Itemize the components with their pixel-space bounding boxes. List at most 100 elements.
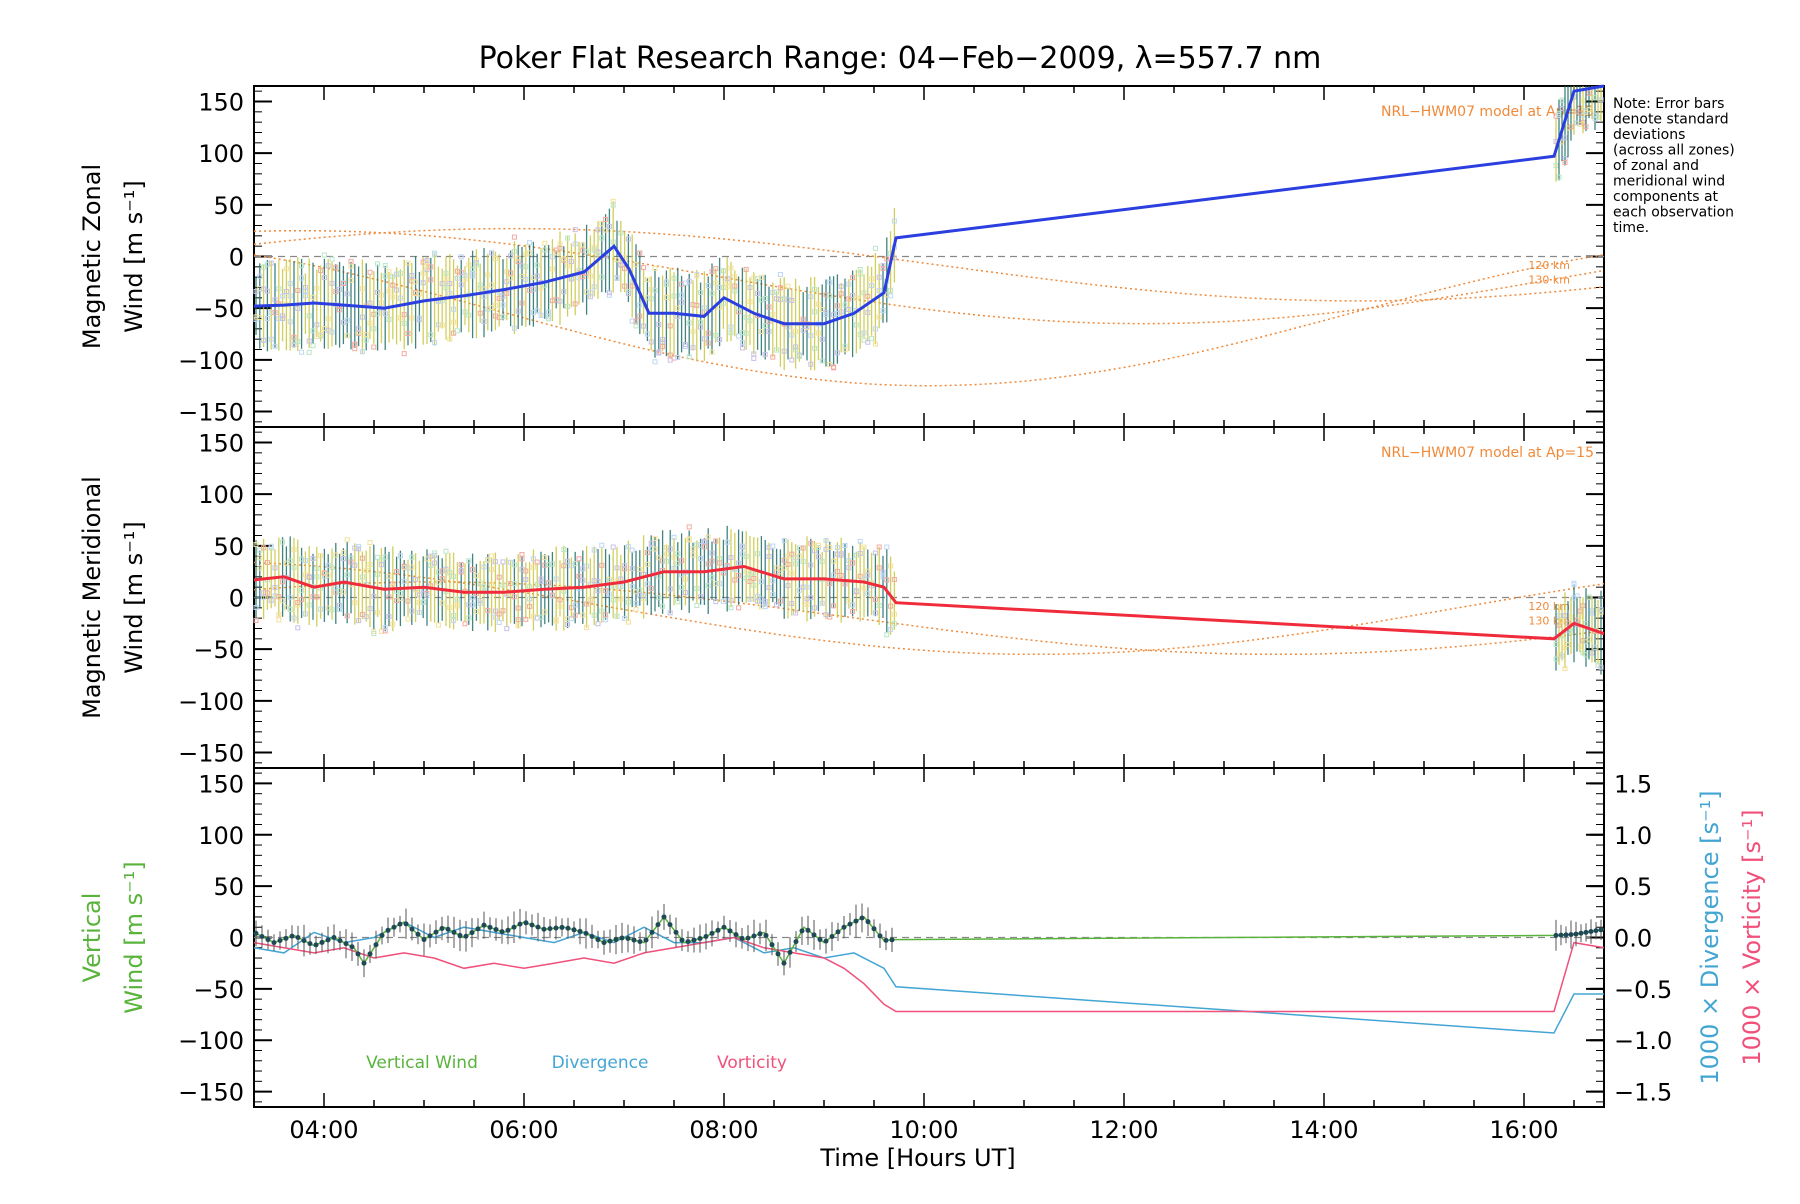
- vertical-point: [667, 922, 673, 928]
- zone-sample: [515, 617, 521, 623]
- zone-sample: [872, 610, 878, 616]
- zone-sample: [633, 318, 639, 324]
- vertical-point: [1578, 930, 1584, 936]
- zone-sample: [599, 235, 605, 241]
- zone-sample: [663, 294, 669, 300]
- zone-sample: [629, 566, 635, 572]
- zone-sample: [435, 622, 441, 628]
- zone-sample: [591, 244, 597, 250]
- right-tick-label: 1.0: [1614, 822, 1652, 850]
- vertical-point: [391, 924, 397, 930]
- vertical-point: [763, 932, 769, 938]
- zone-sample: [272, 585, 278, 591]
- zone-sample: [477, 310, 483, 316]
- zone-sample: [348, 277, 354, 283]
- zone-sample: [280, 579, 286, 585]
- vertical-point: [505, 927, 511, 933]
- zone-sample: [1598, 607, 1604, 613]
- zone-sample: [405, 616, 411, 622]
- y-tick-label: −50: [193, 976, 244, 1004]
- vertical-point: [331, 935, 337, 940]
- zone-sample: [747, 299, 753, 305]
- zone-sample: [546, 580, 552, 586]
- zone-sample: [656, 321, 662, 327]
- zone-sample: [682, 342, 688, 348]
- zone-sample: [603, 612, 609, 618]
- zone-sample: [390, 581, 396, 587]
- zone-sample: [1598, 664, 1604, 670]
- note-line: of zonal and: [1613, 158, 1699, 174]
- zone-sample: [428, 332, 434, 338]
- zone-sample: [891, 611, 897, 617]
- y-tick-label: 100: [198, 140, 244, 168]
- zone-sample: [698, 594, 704, 600]
- zone-sample: [470, 271, 476, 277]
- vertical-point: [271, 940, 277, 946]
- zone-sample: [371, 344, 377, 350]
- zone-sample: [1586, 107, 1592, 113]
- zone-sample: [766, 585, 772, 591]
- zone-sample: [701, 305, 707, 311]
- vertical-point: [817, 937, 823, 943]
- zone-sample: [511, 248, 517, 254]
- zone-sample: [690, 328, 696, 334]
- zone-sample: [458, 254, 464, 260]
- zone-sample: [701, 336, 707, 342]
- zone-sample: [812, 345, 818, 351]
- zone-sample: [709, 349, 715, 355]
- x-tick-label: 12:00: [1089, 1116, 1158, 1144]
- vertical-point: [1553, 932, 1559, 938]
- vertical-point: [847, 921, 853, 927]
- zone-sample: [1562, 159, 1568, 165]
- zone-sample: [268, 543, 274, 549]
- zone-sample: [1556, 613, 1562, 619]
- zone-sample: [409, 608, 415, 614]
- zone-sample: [660, 337, 666, 343]
- vertical-point: [403, 921, 409, 927]
- zone-sample: [808, 562, 814, 568]
- zone-sample: [492, 608, 498, 614]
- right-tick-label: 0.5: [1614, 873, 1652, 901]
- zone-sample: [496, 611, 502, 617]
- vertical-point: [385, 927, 391, 933]
- zone-sample: [557, 603, 563, 609]
- zone-sample: [295, 600, 301, 606]
- zone-sample: [876, 274, 882, 280]
- zone-sample: [785, 583, 791, 589]
- zone-sample: [511, 234, 517, 240]
- zone-sample: [397, 595, 403, 601]
- zone-sample: [432, 340, 438, 346]
- zone-sample: [808, 540, 814, 546]
- vertical-point: [259, 933, 265, 939]
- zone-sample: [827, 362, 833, 368]
- zone-sample: [561, 256, 567, 262]
- zone-sample: [439, 322, 445, 328]
- zone-sample: [272, 297, 278, 303]
- model-label: NRL−HWM07 model at Ap=15: [1381, 445, 1594, 461]
- zone-sample: [724, 539, 730, 545]
- zone-sample: [1562, 644, 1568, 650]
- zone-sample: [344, 613, 350, 619]
- zone-sample: [713, 332, 719, 338]
- zone-sample: [1592, 116, 1598, 122]
- zone-sample: [808, 361, 814, 367]
- zone-sample: [386, 317, 392, 323]
- zone-sample: [519, 300, 525, 306]
- vertical-point: [613, 937, 619, 943]
- zone-sample: [534, 559, 540, 565]
- zone-sample: [523, 577, 529, 583]
- vertical-point: [355, 951, 361, 957]
- zone-sample: [850, 560, 856, 566]
- zone-sample: [527, 250, 533, 256]
- zone-sample: [1556, 174, 1562, 180]
- zone-sample: [679, 292, 685, 298]
- zone-sample: [534, 582, 540, 588]
- zone-sample: [356, 544, 362, 550]
- model-curve: [253, 229, 1605, 325]
- zone-sample: [314, 322, 320, 328]
- zone-sample: [705, 283, 711, 289]
- vertical-point: [859, 915, 865, 921]
- zone-sample: [667, 323, 673, 329]
- zone-sample: [253, 288, 259, 294]
- vertical-point: [469, 930, 475, 936]
